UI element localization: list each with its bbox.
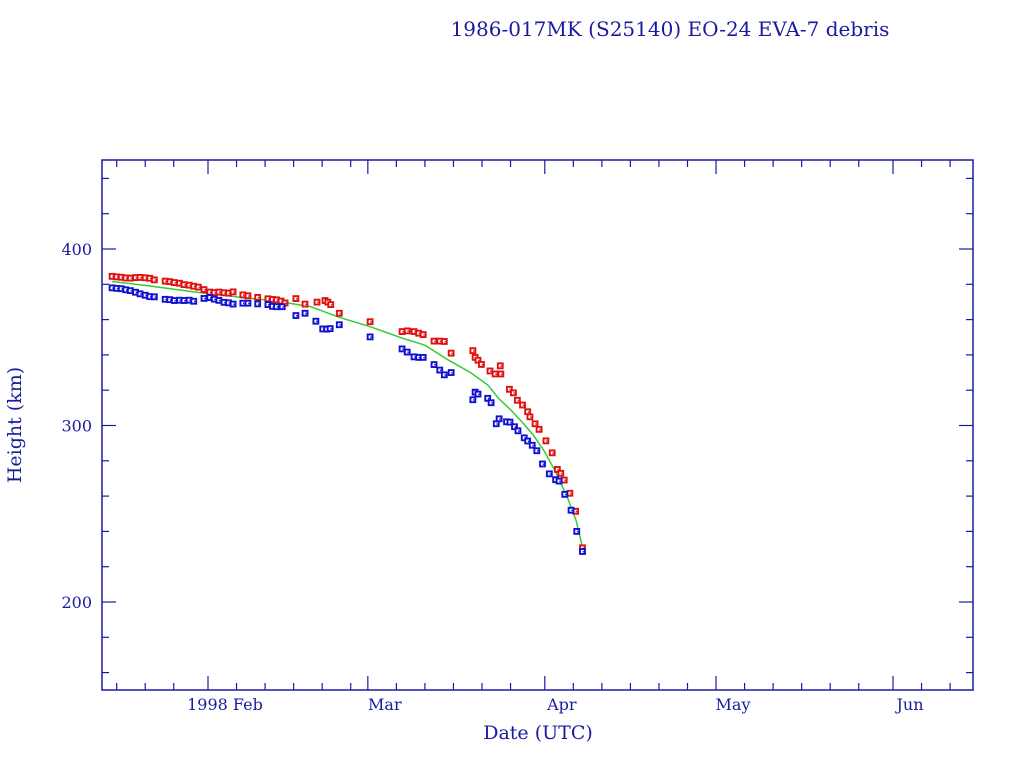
x-tick-label: Mar bbox=[368, 695, 402, 714]
perigee-point bbox=[469, 396, 477, 404]
apogee-point bbox=[430, 337, 438, 345]
apogee-point bbox=[313, 298, 321, 306]
apogee-point bbox=[194, 283, 202, 291]
apogee-point bbox=[403, 327, 411, 335]
apogee-point bbox=[557, 469, 565, 477]
perigee-point bbox=[292, 312, 300, 319]
y-axis-title: Height (km) bbox=[4, 367, 26, 483]
y-axis: 200 300 400 bbox=[61, 177, 973, 674]
apogee-point bbox=[419, 331, 427, 339]
perigee-point bbox=[474, 390, 482, 398]
perigee-point bbox=[150, 293, 158, 301]
y-tick-label: 400 bbox=[61, 240, 92, 259]
perigee-point bbox=[506, 418, 514, 426]
apogee-point bbox=[229, 288, 237, 296]
perigee-point bbox=[567, 506, 575, 514]
perigee-point bbox=[273, 303, 280, 311]
perigee-point bbox=[326, 325, 334, 333]
perigee-point bbox=[312, 317, 320, 325]
apogee-point bbox=[513, 396, 521, 404]
perigee-point bbox=[539, 460, 546, 468]
perigee-point bbox=[561, 490, 569, 498]
perigee-point bbox=[430, 361, 438, 369]
apogee-point bbox=[335, 309, 343, 317]
apogee-point bbox=[531, 420, 539, 428]
perigee-point bbox=[436, 366, 444, 374]
perigee-point bbox=[278, 303, 286, 311]
perigee-point bbox=[495, 415, 503, 423]
perigee-point bbox=[524, 437, 532, 445]
apogee-point bbox=[497, 370, 505, 378]
perigee-point bbox=[573, 528, 581, 535]
apogee-point bbox=[327, 301, 335, 308]
perigee-point bbox=[514, 427, 522, 435]
perigee-point bbox=[335, 321, 343, 329]
perigee-point bbox=[403, 348, 411, 356]
perigee-point bbox=[440, 371, 448, 379]
apogee-point bbox=[254, 293, 262, 301]
apogee-point bbox=[244, 292, 252, 300]
perigee-point bbox=[545, 470, 553, 478]
apogee-series bbox=[108, 272, 586, 552]
y-tick-label: 300 bbox=[61, 417, 92, 436]
apogee-point bbox=[519, 401, 526, 409]
apogee-point bbox=[292, 295, 300, 302]
perigee-point bbox=[190, 297, 198, 305]
apogee-point bbox=[491, 370, 499, 378]
perigee-point bbox=[487, 399, 495, 407]
perigee-point bbox=[555, 477, 563, 485]
apogee-point bbox=[474, 356, 482, 364]
perigee-point bbox=[511, 423, 518, 431]
x-tick-label: Apr bbox=[546, 695, 577, 714]
apogee-point bbox=[447, 349, 455, 357]
perigee-point bbox=[301, 309, 309, 317]
chart-title: 1986-017MK (S25140) EO-24 EVA-7 debris bbox=[451, 17, 890, 41]
perigee-point bbox=[366, 333, 374, 341]
apogee-point bbox=[366, 318, 374, 326]
mean-series bbox=[112, 280, 584, 548]
apogee-point bbox=[509, 389, 517, 397]
apogee-point bbox=[200, 286, 208, 293]
perigee-point bbox=[484, 394, 492, 402]
perigee-point bbox=[419, 353, 427, 361]
apogee-point bbox=[535, 425, 543, 433]
apogee-point bbox=[469, 347, 477, 355]
x-tick-label: Jun bbox=[894, 695, 923, 714]
perigee-point bbox=[229, 300, 237, 308]
perigee-point bbox=[254, 300, 262, 308]
mean-line bbox=[112, 280, 584, 548]
apogee-point bbox=[542, 437, 550, 445]
y-tick-label: 200 bbox=[61, 593, 92, 612]
perigee-series bbox=[108, 284, 586, 555]
apogee-point bbox=[553, 466, 561, 473]
x-axis: 1998 Feb Mar Apr May Jun bbox=[116, 160, 951, 714]
perigee-point bbox=[528, 441, 536, 449]
apogee-point bbox=[478, 361, 485, 368]
perigee-point bbox=[447, 369, 455, 376]
perigee-point bbox=[579, 548, 586, 555]
perigee-point bbox=[200, 295, 208, 302]
apogee-point bbox=[150, 276, 158, 284]
apogee-point bbox=[496, 362, 504, 370]
x-axis-title: Date (UTC) bbox=[483, 722, 593, 744]
apogee-point bbox=[548, 449, 556, 457]
perigee-point bbox=[244, 299, 252, 307]
perigee-point bbox=[533, 447, 541, 455]
x-tick-label: May bbox=[716, 695, 751, 714]
apogee-point bbox=[440, 338, 448, 345]
apogee-point bbox=[301, 300, 309, 308]
x-tick-label: 1998 Feb bbox=[187, 695, 263, 714]
apogee-point bbox=[526, 413, 534, 421]
